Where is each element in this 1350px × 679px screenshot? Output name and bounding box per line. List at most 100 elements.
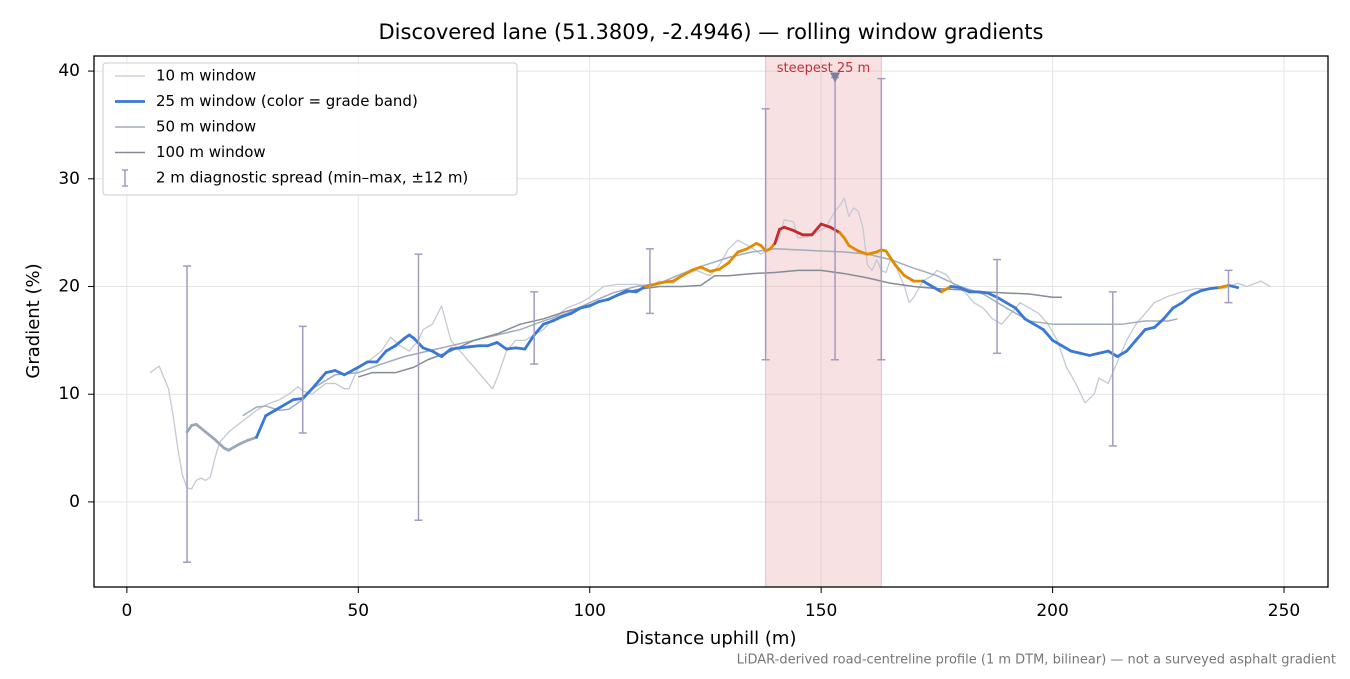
line-segment [273,403,286,412]
line-segment [245,435,258,442]
line-segment [1004,301,1017,310]
line-segment [579,304,592,310]
line-segment [708,267,721,273]
line-segment [810,222,823,237]
y-tick-label: 10 [58,384,80,404]
legend: 10 m window 25 m window (color = grade ba… [102,62,518,196]
error-bar [645,248,654,315]
error-bar [1108,291,1117,447]
line-segment [995,295,1008,305]
error-bar [761,108,770,361]
line-segment [1208,286,1221,291]
line [149,197,1271,490]
x-tick-label: 200 [1036,601,1068,621]
line-segment [1227,284,1240,289]
y-tick-label: 30 [58,169,80,189]
line-segment [343,365,360,377]
line-segment [1051,338,1064,348]
line-segment [1125,338,1138,353]
line-segment [356,360,369,369]
line-segment [560,312,573,319]
annotation-marker [830,72,841,83]
line-segment [310,376,323,391]
line-segment [773,228,781,245]
line-segment [958,286,971,294]
annotation-text: steepest 25 m [777,61,870,76]
line-segment [227,443,240,452]
line-segment [1078,351,1092,357]
line-segment [940,285,953,294]
line-segment [616,289,629,297]
line-segment [866,250,879,256]
chart-title: Discovered lane (51.3809, -2.4946) — rol… [379,20,1044,44]
line-segment [1171,301,1184,310]
line-segment [292,397,305,401]
line-segment [1041,328,1054,342]
line-segment [569,306,582,315]
line-segment [1060,344,1073,353]
line-segment [921,279,934,288]
error-bar [183,265,192,563]
line-segment [1199,287,1212,293]
line-segment [486,341,499,348]
line-segment [1116,349,1129,358]
line-segment [662,279,675,284]
line-segment [282,398,295,407]
line-segment [1069,349,1082,355]
line-segment [1088,351,1101,357]
y-tick-label: 0 [69,492,80,512]
line-segment [449,346,462,351]
line-segment [819,222,832,229]
line-segment [930,285,943,294]
footnote: LiDAR-derived road-centreline profile (1… [737,653,1336,668]
line-segment [1190,289,1203,297]
line-segment [903,274,916,283]
highlight-span [765,55,882,588]
line-segment [1097,349,1110,355]
line-segment [606,293,619,301]
line-segment [440,347,453,358]
line-segment [1032,322,1045,331]
line-segment [523,333,536,351]
legend-label: 25 m window (color = grade band) [156,92,418,110]
line-segment [333,369,346,377]
line-segment [430,349,444,358]
error-bar [993,258,1002,355]
line-segment [551,315,564,323]
line-segment [1014,306,1027,321]
line-segment [505,346,518,351]
line-segment [699,265,712,273]
error-bar [530,291,539,365]
line-segment [653,280,666,286]
line-segment [986,291,999,299]
x-tick-label: 250 [1268,601,1300,621]
line-segment [393,336,406,348]
line-segment [514,346,527,351]
line-segment [324,369,337,375]
line-segment [1180,293,1193,305]
line-segment [782,225,795,232]
legend-label: 2 m diagnostic spread (min–max, ±12 m) [156,169,468,187]
legend-label: 100 m window [156,143,266,161]
legend-label: 50 m window [156,118,256,136]
line-segment [717,261,730,271]
line-segment [375,349,388,364]
line-segment [458,345,471,350]
line-segment [842,236,851,247]
line-segment [856,249,869,256]
line-segment [1153,317,1166,329]
x-tick-label: 0 [121,601,132,621]
line-segment [597,298,610,303]
line-segment [884,249,897,267]
plot-area: steepest 25 m [94,55,1328,588]
line-segment [532,322,545,337]
line-segment [1143,326,1156,331]
y-axis-label: Gradient (%) [23,263,44,378]
line-segment [236,439,249,447]
line-segment [467,344,481,349]
y-tick-label: 20 [58,276,80,296]
x-axis-label: Distance uphill (m) [626,628,797,649]
legend-label: 10 m window [156,67,256,85]
